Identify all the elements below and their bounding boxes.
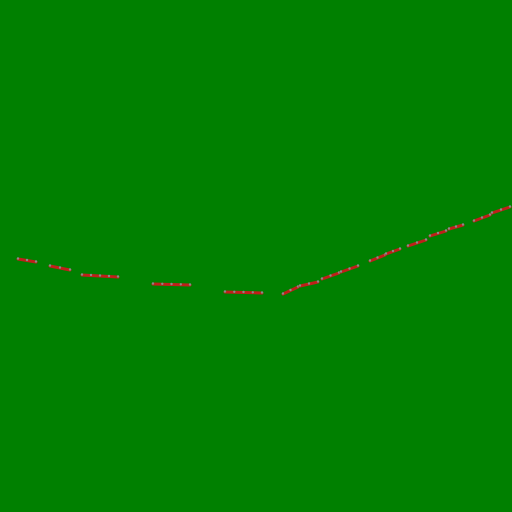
track-stud [170,282,173,286]
track-stud [161,282,164,285]
track-stud [34,260,38,263]
track-stud [376,256,379,259]
track-segment [80,273,120,279]
track-stud [472,219,476,222]
track-stud [281,292,285,295]
track-segment [320,271,341,281]
track-segment [447,223,465,231]
track-stud [384,252,388,255]
track-stud [307,282,311,285]
track-segment [281,285,300,296]
track-stud [454,225,458,228]
track-stud [68,268,72,271]
track-stud [98,274,102,277]
track-stud [289,288,292,292]
track-stud [447,227,451,230]
track-segment [472,213,492,223]
track-stud [233,290,236,293]
track-stud [406,244,410,247]
track-segment [223,290,264,295]
track-stud [16,257,20,260]
track-stud [58,266,62,269]
track-stud [348,267,351,270]
track-stud [436,231,440,235]
track-stud [490,211,494,214]
track-segment [48,264,72,272]
track-stud [260,291,264,294]
track-stud [508,205,512,208]
track-stud [151,282,155,285]
track-stud [424,238,428,241]
track-stud [356,264,360,267]
track-stud [480,216,484,219]
track-stud [80,273,84,276]
track-stud [48,264,52,267]
track-stud [25,258,29,262]
track-stud [107,274,111,278]
track-stud [391,249,395,253]
track-segment [298,280,320,288]
track-stud [329,274,332,277]
track-stud [223,290,227,293]
track-stud [461,223,465,226]
track-segment [384,247,402,256]
track-stud [415,241,419,244]
track-stud [116,275,120,278]
track-segment [490,205,512,215]
track-stud [499,208,503,211]
track-stud [316,280,320,283]
track-stud [368,259,372,262]
track-stud [444,229,448,232]
track-stud [188,283,192,286]
track-segment [151,282,192,287]
track-stud [242,290,245,294]
track-stud [428,234,432,237]
track-segment [406,238,428,248]
track-segment [368,253,387,263]
track-stud [251,291,254,294]
track-stud [488,213,492,216]
track-stud [298,284,302,287]
track-stud [179,283,182,286]
track-segment [428,229,448,238]
track-stud [320,277,324,280]
track-stud [398,247,402,250]
track-segment [339,264,360,274]
track-segment [16,257,38,264]
track-stud [339,270,343,273]
track-stud [89,273,93,277]
